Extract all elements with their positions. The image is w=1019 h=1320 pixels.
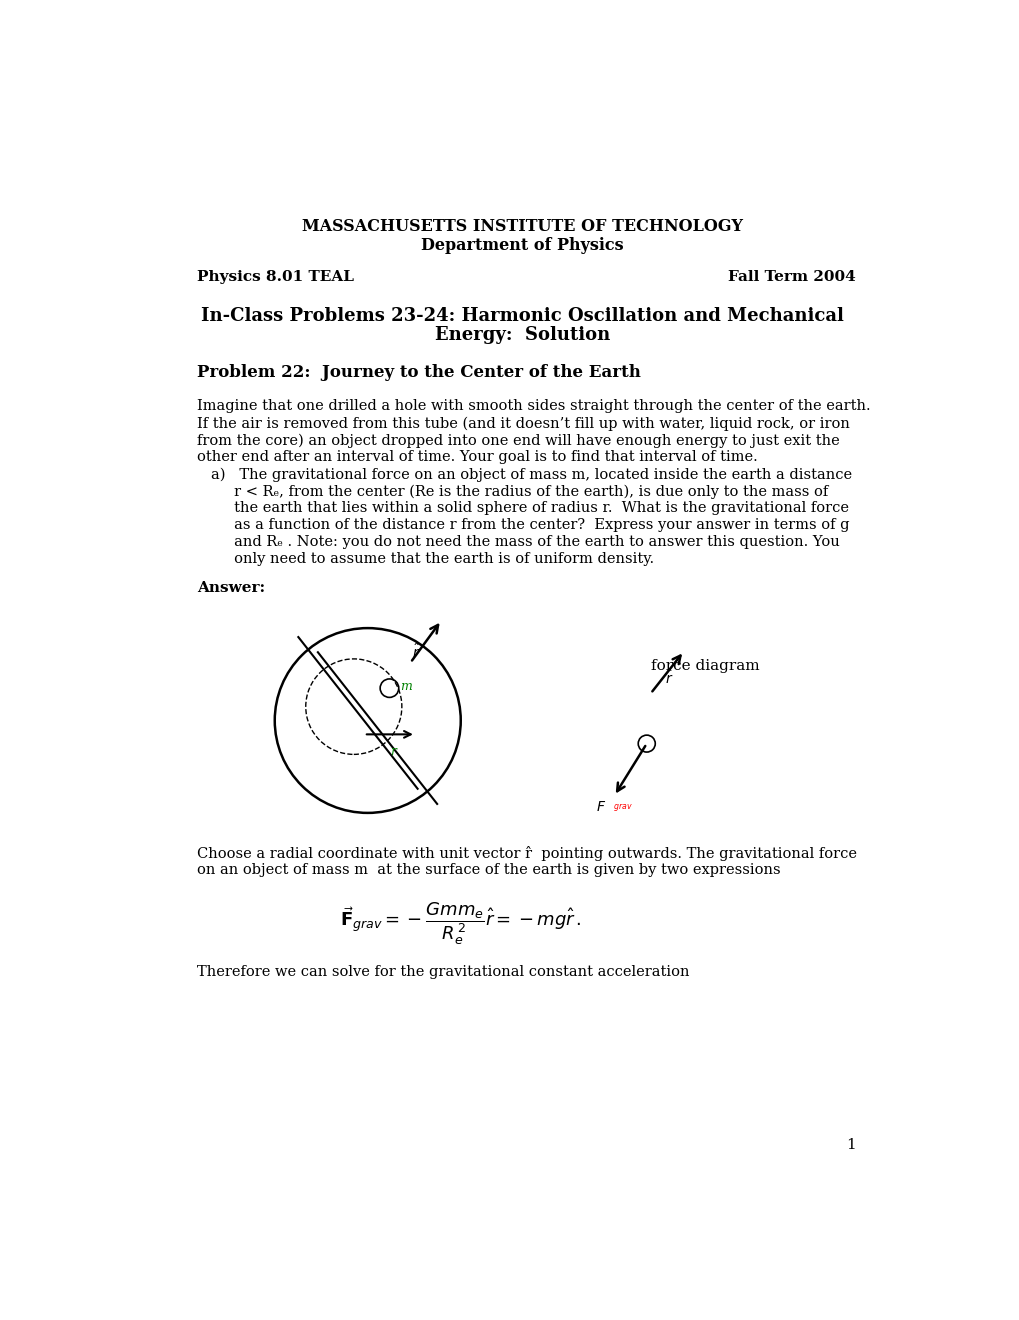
Text: and Rₑ . Note: you do not need the mass of the earth to answer this question. Yo: and Rₑ . Note: you do not need the mass …: [211, 535, 839, 549]
Text: Imagine that one drilled a hole with smooth sides straight through the center of: Imagine that one drilled a hole with smo…: [197, 400, 870, 413]
Text: $\vec{\mathbf{F}}_{grav} = -\dfrac{Gmm_e}{R_e^{\,2}}\hat{r} = -mg\hat{r}\,.$: $\vec{\mathbf{F}}_{grav} = -\dfrac{Gmm_e…: [339, 900, 581, 946]
Text: only need to assume that the earth is of uniform density.: only need to assume that the earth is of…: [211, 552, 653, 566]
Text: the earth that lies within a solid sphere of radius r.  What is the gravitationa: the earth that lies within a solid spher…: [211, 502, 849, 515]
Text: Fall Term 2004: Fall Term 2004: [728, 271, 855, 284]
Text: $_{grav}$: $_{grav}$: [612, 803, 632, 814]
Text: $\hat{r}$: $\hat{r}$: [664, 669, 673, 688]
Text: on an object of mass m  at the surface of the earth is given by two expressions: on an object of mass m at the surface of…: [197, 863, 781, 876]
Text: Energy:  Solution: Energy: Solution: [435, 326, 609, 345]
Text: other end after an interval of time. Your goal is to find that interval of time.: other end after an interval of time. You…: [197, 450, 757, 465]
Text: 1: 1: [846, 1138, 855, 1152]
Text: $F$: $F$: [596, 800, 606, 814]
Text: Therefore we can solve for the gravitational constant acceleration: Therefore we can solve for the gravitati…: [197, 965, 689, 978]
Text: In-Class Problems 23-24: Harmonic Oscillation and Mechanical: In-Class Problems 23-24: Harmonic Oscill…: [201, 308, 844, 325]
Text: as a function of the distance r from the center?  Express your answer in terms o: as a function of the distance r from the…: [211, 517, 849, 532]
Text: Physics 8.01 TEAL: Physics 8.01 TEAL: [197, 271, 354, 284]
Text: r: r: [390, 744, 396, 758]
Text: $\hat{r}$: $\hat{r}$: [412, 643, 420, 661]
Text: Choose a radial coordinate with unit vector r̂  pointing outwards. The gravitati: Choose a radial coordinate with unit vec…: [197, 846, 856, 861]
Text: from the core) an object dropped into one end will have enough energy to just ex: from the core) an object dropped into on…: [197, 433, 840, 447]
Text: Problem 22:  Journey to the Center of the Earth: Problem 22: Journey to the Center of the…: [197, 364, 641, 381]
Text: MASSACHUSETTS INSTITUTE OF TECHNOLOGY: MASSACHUSETTS INSTITUTE OF TECHNOLOGY: [302, 218, 743, 235]
Text: Department of Physics: Department of Physics: [421, 238, 624, 253]
Text: If the air is removed from this tube (and it doesn’t fill up with water, liquid : If the air is removed from this tube (an…: [197, 416, 849, 430]
Text: a)   The gravitational force on an object of mass m, located inside the earth a : a) The gravitational force on an object …: [211, 467, 852, 482]
Text: Answer:: Answer:: [197, 581, 265, 595]
Text: force diagram: force diagram: [650, 659, 758, 673]
Text: m: m: [399, 680, 412, 693]
Text: r < Rₑ, from the center (Re is the radius of the earth), is due only to the mass: r < Rₑ, from the center (Re is the radiu…: [211, 484, 827, 499]
